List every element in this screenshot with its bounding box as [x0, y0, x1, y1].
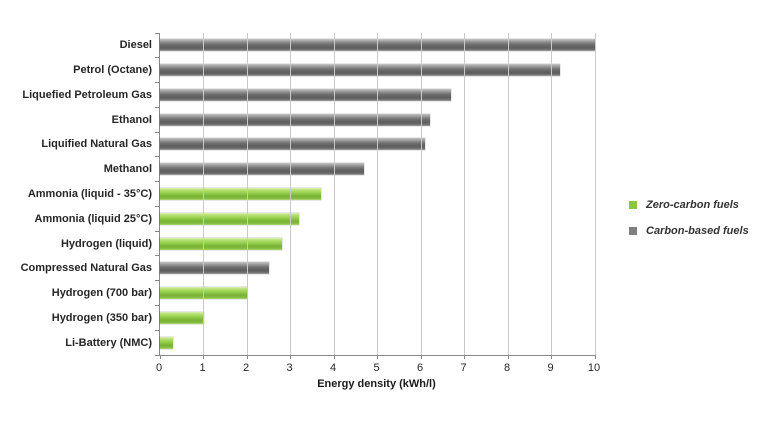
bar-row	[160, 83, 595, 108]
bar-row	[160, 206, 595, 231]
legend-label: Carbon-based fuels	[646, 225, 749, 237]
bar-row	[160, 107, 595, 132]
category-label: Li-Battery (NMC)	[65, 336, 152, 349]
x-axis-tick-labels: 0 1 2 3 4 5 6 7 8 9 10	[155, 362, 600, 375]
x-axis-tick-label: 8	[503, 362, 511, 374]
bar-carbon-based	[160, 163, 365, 176]
category-label: Liquefied Petroleum Gas	[22, 88, 152, 101]
bar-row	[160, 256, 595, 281]
x-axis-tick	[507, 355, 509, 359]
x-axis-tick	[246, 355, 248, 359]
bar-row	[160, 330, 595, 355]
legend: Zero-carbon fuels Carbon-based fuels	[629, 199, 749, 237]
category-axis-labels: Diesel Petrol (Octane) Liquefied Petroleum…	[0, 33, 152, 355]
category-label: Methanol	[103, 163, 152, 176]
bar-carbon-based	[160, 138, 426, 151]
bar-rows	[160, 33, 595, 355]
plot-area	[155, 32, 596, 359]
category-label: Ammonia (liquid 25°C)	[34, 212, 152, 225]
bar-carbon-based	[160, 88, 452, 101]
category-label: Compressed Natural Gas	[20, 262, 152, 275]
x-axis-tick-label: 6	[416, 362, 424, 374]
x-axis-tick-label: 0	[155, 362, 163, 374]
x-axis-tick-label: 10	[587, 362, 601, 374]
y-axis-tick	[155, 82, 159, 84]
x-axis-tick-label: 5	[373, 362, 380, 374]
category-label: Hydrogen (liquid)	[60, 237, 152, 250]
x-axis-tick	[159, 355, 161, 359]
y-axis-tick	[155, 329, 159, 331]
bar-row	[160, 132, 595, 157]
x-axis-tick	[464, 355, 465, 359]
y-axis-tick	[155, 106, 159, 108]
x-axis-tick-label: 1	[199, 362, 206, 374]
bar-row	[160, 58, 595, 83]
x-axis-tick	[551, 355, 552, 359]
y-axis-tick	[155, 304, 159, 306]
bar-zero-carbon	[160, 311, 204, 324]
category-label: Ethanol	[111, 113, 152, 126]
y-axis-tick	[155, 230, 159, 232]
bar-zero-carbon	[160, 237, 282, 250]
category-label: Diesel	[119, 39, 152, 52]
legend-swatch-icon	[629, 227, 637, 235]
legend-item: Zero-carbon fuels	[629, 199, 749, 211]
bar-carbon-based	[160, 64, 561, 77]
gridline	[203, 33, 204, 355]
x-axis-tick	[377, 355, 378, 359]
gridline	[420, 33, 422, 355]
x-axis-tick-label: 3	[286, 362, 293, 374]
bar-zero-carbon	[160, 336, 174, 349]
y-axis-tick	[155, 354, 159, 356]
x-axis-tick-label: 7	[460, 362, 467, 374]
x-axis-tick-label: 9	[547, 362, 554, 374]
bar-row	[160, 305, 595, 330]
category-label: Liquified Natural Gas	[41, 138, 152, 151]
category-label: Ammonia (liquid - 35°C)	[27, 187, 152, 200]
x-axis-title: Energy density (kWh/l)	[317, 378, 436, 390]
y-axis-tick	[155, 131, 159, 133]
bar-row	[160, 182, 595, 207]
bar-zero-carbon	[160, 187, 321, 200]
y-axis-tick	[155, 181, 159, 183]
category-label: Hydrogen (350 bar)	[51, 311, 152, 324]
gridline	[551, 33, 552, 355]
category-label: Hydrogen (700 bar)	[51, 287, 152, 300]
gridline	[290, 33, 291, 355]
x-axis-tick	[290, 355, 291, 359]
y-axis-tick	[155, 280, 159, 282]
gridline	[507, 33, 509, 355]
y-axis-tick	[155, 205, 159, 207]
gridline	[594, 33, 596, 355]
bar-carbon-based	[160, 113, 430, 126]
y-axis-tick	[155, 156, 159, 158]
y-axis-tick	[155, 255, 159, 257]
x-axis-tick	[203, 355, 204, 359]
gridline	[333, 33, 335, 355]
category-label: Petrol (Octane)	[73, 64, 152, 77]
bar-carbon-based	[160, 262, 269, 275]
y-axis-tick	[155, 57, 159, 59]
legend-swatch-icon	[629, 201, 637, 209]
gridline	[377, 33, 378, 355]
gridline	[464, 33, 465, 355]
x-axis-tick-label: 4	[329, 362, 337, 374]
x-axis-tick	[333, 355, 335, 359]
bar-zero-carbon	[160, 212, 300, 225]
gridline	[246, 33, 248, 355]
bar-row	[160, 157, 595, 182]
x-axis-tick-label: 2	[242, 362, 250, 374]
x-axis-tick	[420, 355, 422, 359]
legend-label: Zero-carbon fuels	[646, 199, 739, 211]
legend-item: Carbon-based fuels	[629, 225, 749, 237]
bar-row	[160, 231, 595, 256]
y-axis-tick	[155, 32, 159, 34]
x-axis-tick	[594, 355, 596, 359]
